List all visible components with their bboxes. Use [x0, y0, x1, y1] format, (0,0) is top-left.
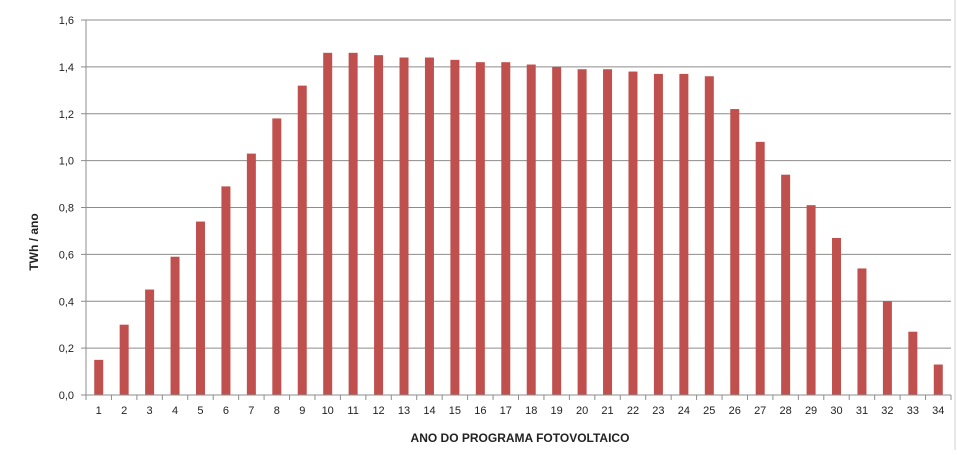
x-tick-label: 17 — [500, 405, 512, 417]
x-tick-label: 3 — [147, 405, 153, 417]
bar-12 — [374, 55, 384, 395]
bar-17 — [501, 62, 511, 395]
y-tick-label: 0,2 — [59, 343, 74, 355]
x-tick-label: 12 — [372, 405, 384, 417]
bar-11 — [348, 52, 358, 395]
bar-33 — [908, 331, 918, 395]
bar-13 — [399, 57, 409, 395]
y-tick-label: 1,0 — [59, 156, 74, 168]
bar-34 — [933, 364, 943, 395]
x-tick-label: 2 — [121, 405, 127, 417]
bar-3 — [145, 289, 155, 395]
bar-26 — [730, 109, 740, 395]
bar-4 — [170, 256, 180, 395]
x-tick-label: 27 — [754, 405, 766, 417]
x-tick-label: 21 — [601, 405, 613, 417]
bar-30 — [832, 237, 842, 395]
x-tick-label: 34 — [932, 405, 944, 417]
bar-21 — [603, 69, 613, 395]
x-tick-label: 8 — [274, 405, 280, 417]
x-tick-label: 16 — [474, 405, 486, 417]
bar-8 — [272, 118, 282, 395]
bar-29 — [806, 205, 816, 395]
bar-32 — [882, 301, 892, 395]
bar-10 — [323, 52, 333, 395]
y-tick-label: 1,4 — [59, 62, 74, 74]
y-axis-title: TWh / ano — [27, 213, 41, 270]
bar-1 — [94, 359, 104, 395]
x-tick-label: 7 — [248, 405, 254, 417]
bar-5 — [195, 221, 205, 395]
x-tick-label: 20 — [576, 405, 588, 417]
x-tick-label: 26 — [729, 405, 741, 417]
bar-23 — [653, 73, 663, 395]
x-tick-label: 18 — [525, 405, 537, 417]
x-tick-label: 24 — [678, 405, 690, 417]
bar-25 — [704, 76, 714, 395]
gridlines — [81, 19, 951, 396]
bar-2 — [119, 324, 129, 395]
x-tick-label: 33 — [907, 405, 919, 417]
x-tick-label: 22 — [627, 405, 639, 417]
bar-20 — [577, 69, 587, 395]
x-tick-label: 23 — [652, 405, 664, 417]
bar-14 — [424, 57, 434, 395]
x-tick-label: 15 — [449, 405, 461, 417]
bar-15 — [450, 59, 460, 395]
bar-18 — [526, 64, 536, 395]
x-tick-labels: 1 2 3 4 5 6 7 8 9 10 11 12 13 14 15 16 17 18 19 20 21 22 23 24 2… — [96, 405, 945, 417]
y-tick-label: 1,6 — [59, 15, 74, 27]
y-tick-label: 0,8 — [59, 203, 74, 215]
x-tick-label: 25 — [703, 405, 715, 417]
y-tick-label: 0,4 — [59, 296, 74, 308]
x-tick-label: 30 — [830, 405, 842, 417]
bar-22 — [628, 71, 638, 395]
bar-19 — [552, 66, 562, 395]
bars — [94, 52, 943, 395]
x-tick-label: 5 — [197, 405, 203, 417]
axes — [85, 20, 952, 400]
bar-31 — [857, 268, 867, 395]
x-tick-label: 10 — [322, 405, 334, 417]
x-tick-label: 29 — [805, 405, 817, 417]
x-tick-label: 14 — [423, 405, 435, 417]
x-tick-label: 13 — [398, 405, 410, 417]
bar-28 — [781, 174, 791, 395]
x-tick-label: 9 — [299, 405, 305, 417]
y-tick-label: 0,0 — [59, 390, 74, 402]
bar-27 — [755, 141, 765, 395]
bar-7 — [246, 153, 256, 395]
x-tick-label: 6 — [223, 405, 229, 417]
y-tick-label: 0,6 — [59, 249, 74, 261]
bar-16 — [475, 62, 485, 395]
x-tick-label: 28 — [780, 405, 792, 417]
y-tick-label: 1,2 — [59, 109, 74, 121]
x-tick-label: 31 — [856, 405, 868, 417]
x-tick-label: 1 — [96, 405, 102, 417]
x-tick-label: 32 — [881, 405, 893, 417]
x-tick-label: 11 — [347, 405, 358, 417]
bar-24 — [679, 73, 689, 395]
bar-9 — [297, 85, 307, 395]
x-tick-label: 4 — [172, 405, 178, 417]
x-axis-title: ANO DO PROGRAMA FOTOVOLTAICO — [411, 431, 630, 445]
bar-6 — [221, 186, 231, 395]
x-tick-label: 19 — [551, 405, 563, 417]
y-tick-labels: 0,0 0,2 0,4 0,6 0,8 1,0 1,2 1,4 1,6 — [59, 15, 74, 402]
